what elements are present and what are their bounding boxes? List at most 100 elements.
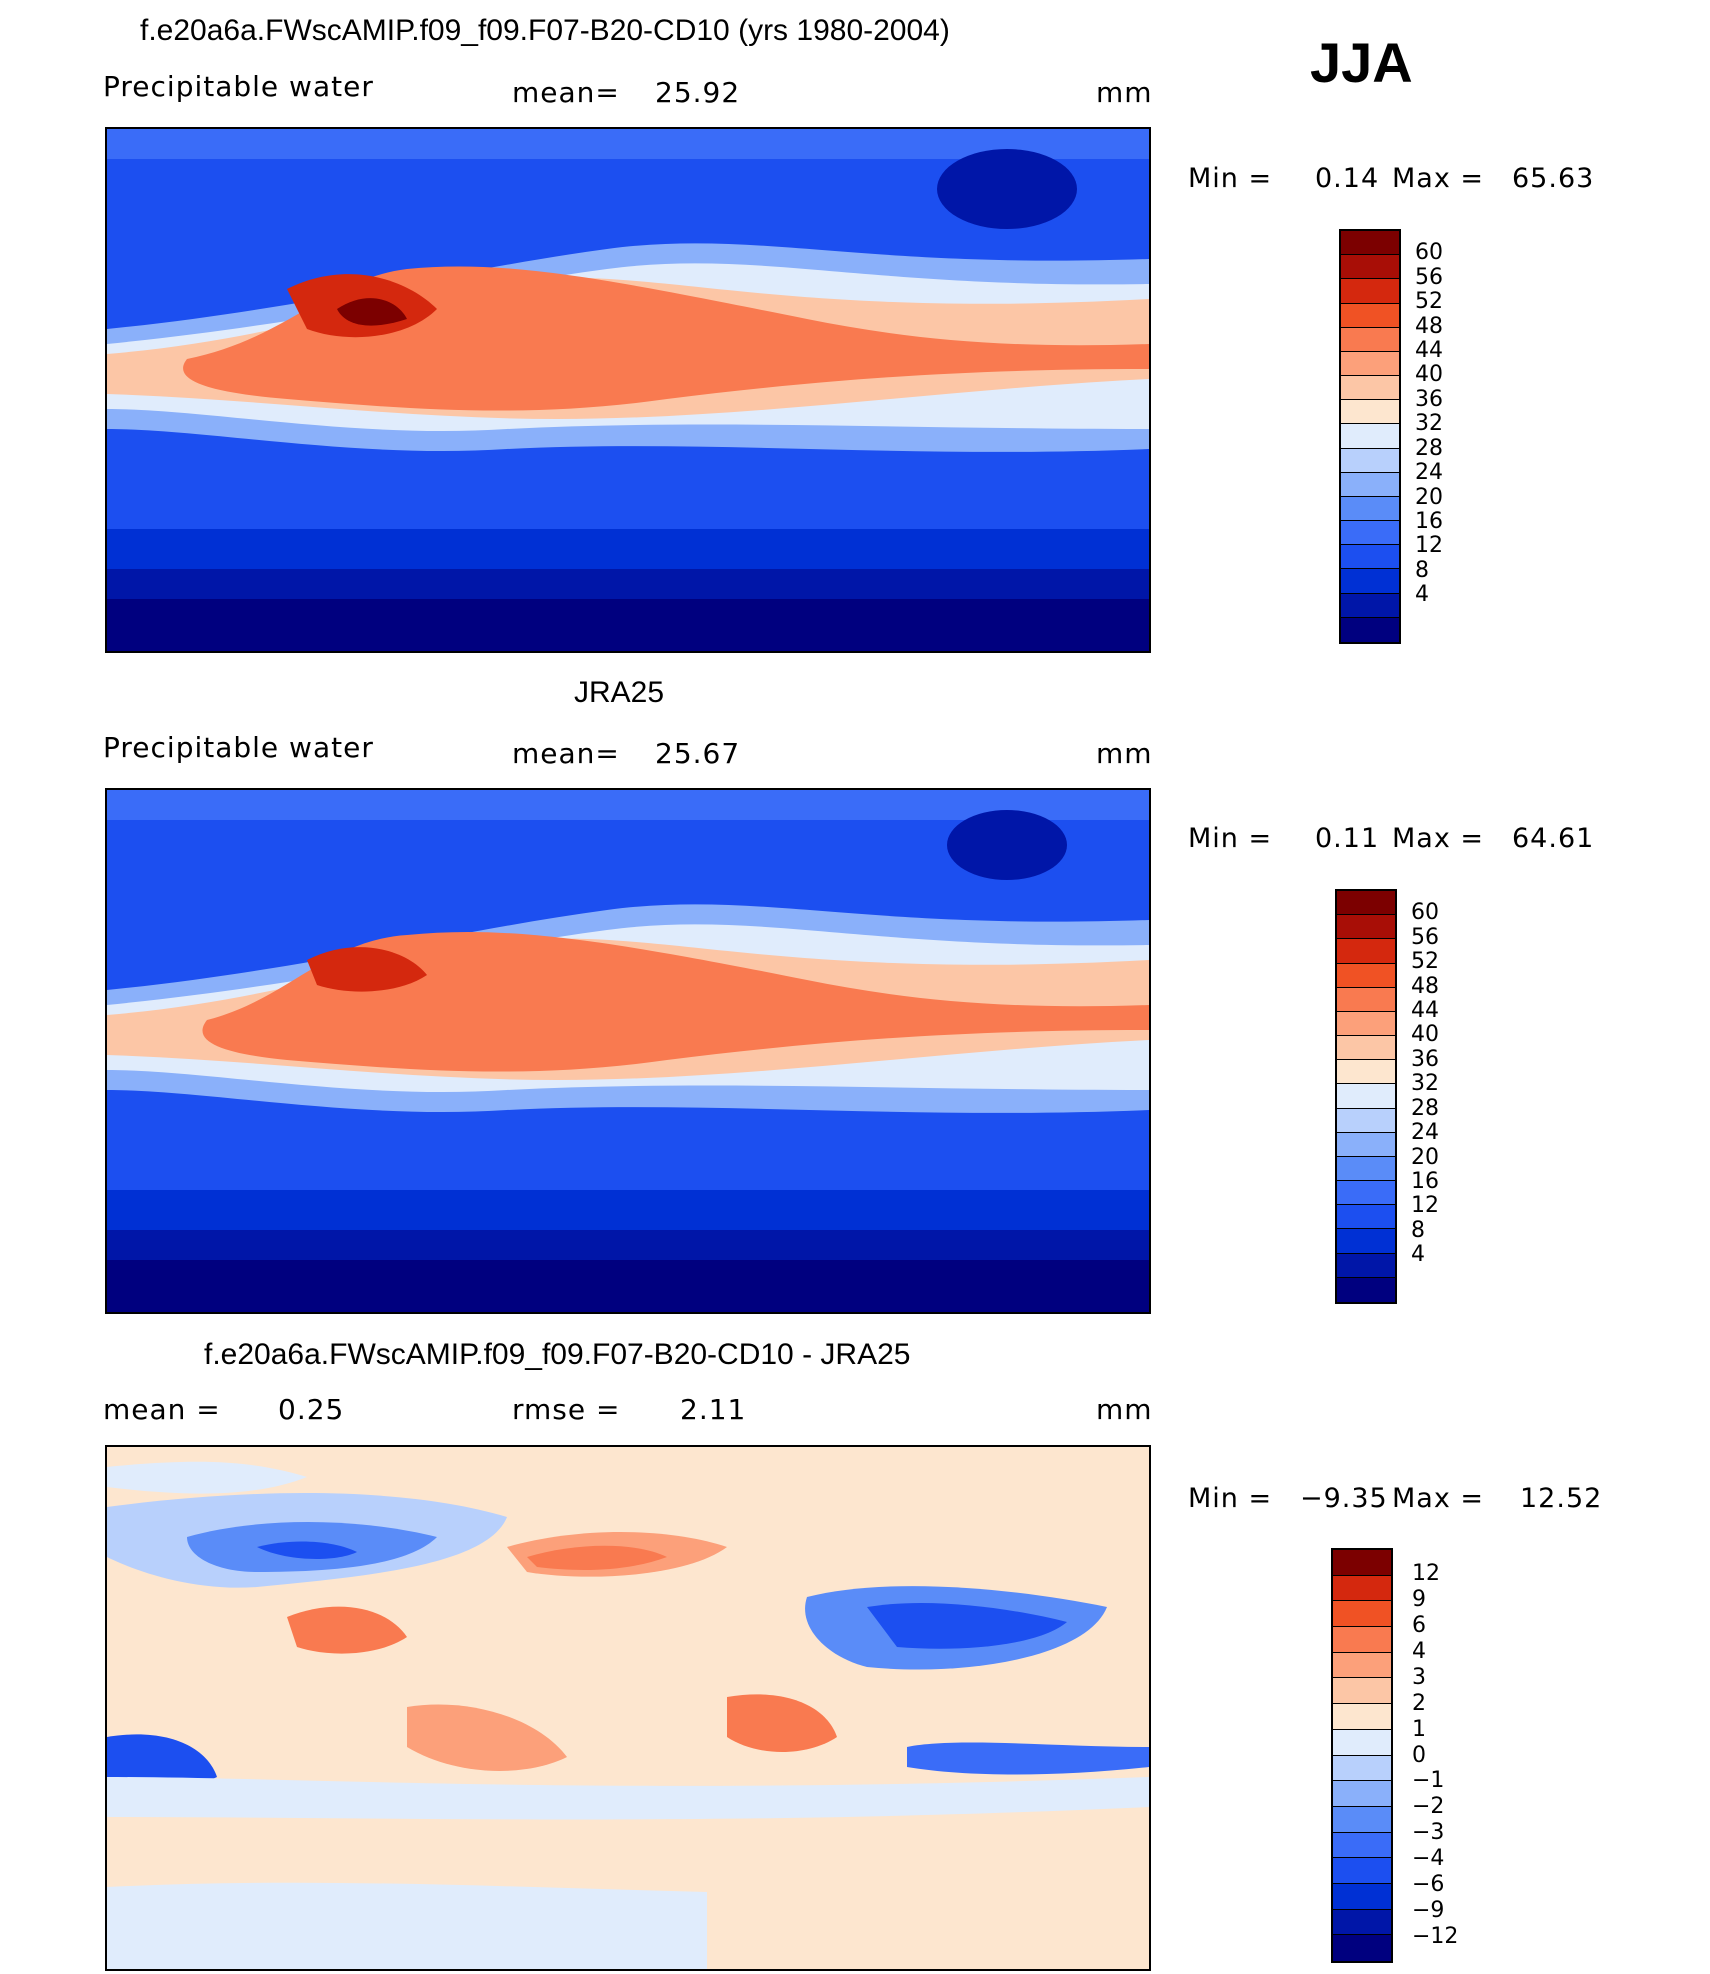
panel-model-variable-label: Precipitable water xyxy=(103,70,374,103)
panel-model-min-label: Min = xyxy=(1188,163,1273,194)
colorbar-box xyxy=(1337,1011,1395,1037)
colorbar-tick-label: 40 xyxy=(1411,1022,1439,1048)
colorbar-box xyxy=(1333,1601,1391,1628)
panel-model-field xyxy=(107,129,1149,651)
colorbar-box xyxy=(1333,1678,1391,1705)
colorbar-box xyxy=(1341,617,1399,642)
colorbar-tick-label: −12 xyxy=(1412,1924,1459,1950)
colorbar-tick-label: 48 xyxy=(1415,313,1443,339)
colorbar-tick-label: 20 xyxy=(1411,1144,1439,1170)
panel-model-max-value: 65.63 xyxy=(1512,163,1595,194)
colorbar-box xyxy=(1337,1181,1395,1206)
colorbar-box xyxy=(1341,472,1399,497)
colorbar-tick-label: 0 xyxy=(1412,1742,1426,1768)
colorbar-tick-label: 32 xyxy=(1411,1071,1439,1097)
colorbar-tick-label: 28 xyxy=(1415,435,1443,461)
colorbar-tick-label: −3 xyxy=(1412,1820,1445,1846)
colorbar-box xyxy=(1337,1060,1395,1085)
colorbar-tick-label: 12 xyxy=(1412,1560,1440,1586)
colorbar-tick-label: −6 xyxy=(1412,1872,1445,1898)
colorbar-box xyxy=(1337,1132,1395,1157)
colorbar-tick-label: 48 xyxy=(1411,973,1439,999)
colorbar-tick-label: 28 xyxy=(1411,1095,1439,1121)
colorbar-tick-label: 9 xyxy=(1412,1586,1426,1612)
panel-diff-colorbar xyxy=(1331,1548,1393,1963)
colorbar-box xyxy=(1341,376,1399,401)
colorbar-tick-label: 12 xyxy=(1411,1193,1439,1219)
colorbar-tick-label: 36 xyxy=(1411,1046,1439,1072)
colorbar-tick-label: 4 xyxy=(1411,1242,1425,1268)
panel-obs-field xyxy=(107,790,1149,1312)
panel-diff-min-value: −9.35 xyxy=(1300,1483,1388,1514)
colorbar-box xyxy=(1337,1108,1395,1133)
colorbar-tick-label: 3 xyxy=(1412,1664,1426,1690)
colorbar-box xyxy=(1341,303,1399,328)
colorbar-box xyxy=(1341,400,1399,425)
panel-obs-mean-label: mean= xyxy=(512,737,620,770)
colorbar-box xyxy=(1333,1627,1391,1653)
colorbar-tick-label: 6 xyxy=(1412,1612,1426,1638)
colorbar-box xyxy=(1337,891,1395,916)
colorbar-tick-label: 52 xyxy=(1415,289,1443,315)
colorbar-box xyxy=(1341,545,1399,570)
colorbar-box xyxy=(1333,1832,1391,1859)
colorbar-box xyxy=(1333,1575,1391,1602)
panel-diff-mean-value: 0.25 xyxy=(278,1393,345,1426)
colorbar-box xyxy=(1333,1935,1391,1961)
panel-model-colorbar xyxy=(1339,229,1401,644)
colorbar-box xyxy=(1341,327,1399,352)
colorbar-box xyxy=(1333,1909,1391,1936)
colorbar-tick-label: −1 xyxy=(1412,1768,1445,1794)
colorbar-box xyxy=(1337,915,1395,940)
colorbar-box xyxy=(1341,593,1399,618)
colorbar-box xyxy=(1341,448,1399,473)
panel-model-title: f.e20a6a.FWscAMIP.f09_f09.F07-B20-CD10 (… xyxy=(140,14,950,47)
colorbar-tick-label: −4 xyxy=(1412,1846,1445,1872)
colorbar-box xyxy=(1341,496,1399,522)
colorbar-box xyxy=(1337,1156,1395,1182)
colorbar-box xyxy=(1341,569,1399,594)
panel-diff-max-value: 12.52 xyxy=(1520,1483,1603,1514)
colorbar-box xyxy=(1341,351,1399,377)
colorbar-box xyxy=(1337,1277,1395,1302)
panel-diff-rmse-label: rmse = xyxy=(512,1393,621,1426)
colorbar-tick-label: 44 xyxy=(1411,998,1439,1024)
colorbar-box xyxy=(1337,1084,1395,1109)
colorbar-box xyxy=(1341,279,1399,304)
colorbar-box xyxy=(1341,255,1399,280)
colorbar-tick-label: −9 xyxy=(1412,1898,1445,1924)
colorbar-tick-label: 16 xyxy=(1415,508,1443,534)
colorbar-box xyxy=(1333,1652,1391,1679)
panel-diff-title: f.e20a6a.FWscAMIP.f09_f09.F07-B20-CD10 -… xyxy=(204,1338,911,1371)
panel-obs-variable-label: Precipitable water xyxy=(103,731,374,764)
colorbar-tick-label: 4 xyxy=(1415,582,1429,608)
colorbar-box xyxy=(1333,1704,1391,1730)
colorbar-tick-label: 56 xyxy=(1415,264,1443,290)
colorbar-tick-label: −2 xyxy=(1412,1794,1445,1820)
colorbar-box xyxy=(1333,1806,1391,1833)
panel-diff-rmse-value: 2.11 xyxy=(680,1393,747,1426)
panel-obs-map xyxy=(105,788,1151,1314)
colorbar-tick-label: 4 xyxy=(1412,1638,1426,1664)
panel-model-max-label: Max = xyxy=(1392,163,1485,194)
colorbar-box xyxy=(1333,1781,1391,1807)
colorbar-tick-label: 32 xyxy=(1415,411,1443,437)
colorbar-box xyxy=(1341,231,1399,256)
colorbar-box xyxy=(1337,1205,1395,1230)
season-label: JJA xyxy=(1310,31,1413,94)
panel-obs-colorbar xyxy=(1335,889,1397,1304)
colorbar-box xyxy=(1337,963,1395,988)
colorbar-box xyxy=(1337,1036,1395,1061)
colorbar-tick-label: 24 xyxy=(1411,1120,1439,1146)
panel-obs-units: mm xyxy=(1096,737,1153,770)
colorbar-box xyxy=(1341,521,1399,546)
colorbar-tick-label: 16 xyxy=(1411,1168,1439,1194)
colorbar-box xyxy=(1337,987,1395,1012)
panel-diff-mean-label: mean = xyxy=(103,1393,221,1426)
colorbar-tick-label: 40 xyxy=(1415,362,1443,388)
colorbar-tick-label: 1 xyxy=(1412,1716,1426,1742)
colorbar-tick-label: 20 xyxy=(1415,484,1443,510)
panel-obs-title: JRA25 xyxy=(574,676,665,709)
colorbar-box xyxy=(1341,424,1399,449)
colorbar-tick-label: 60 xyxy=(1411,900,1439,926)
